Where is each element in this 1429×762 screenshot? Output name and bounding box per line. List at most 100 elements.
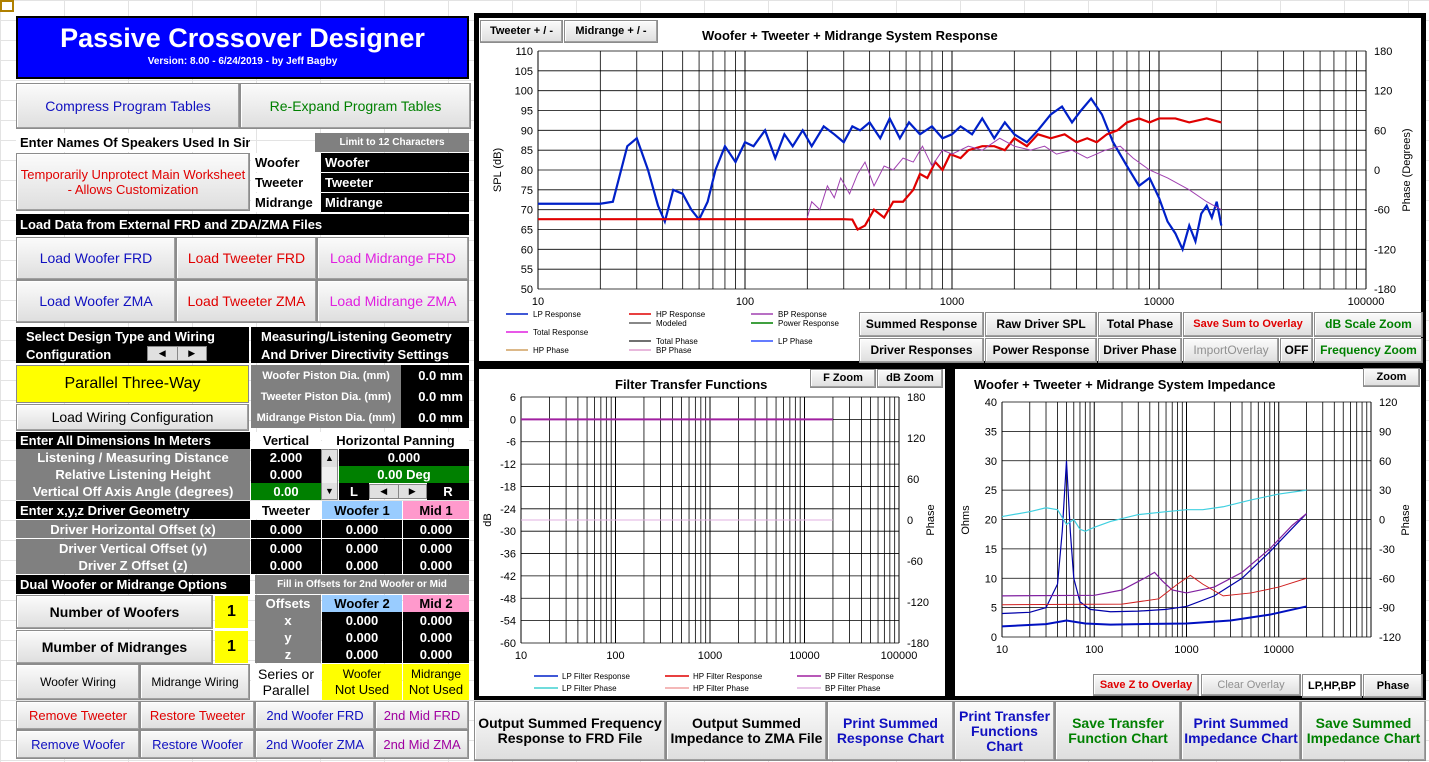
imp-ytick: 40 <box>985 397 997 409</box>
load-tweeter-zma-button[interactable]: Load Tweeter ZMA <box>176 280 317 323</box>
import-overlay-button[interactable]: ImportOverlay <box>1183 338 1279 363</box>
load-wiring-config-button[interactable]: Load Wiring Configuration <box>16 404 249 431</box>
vertical-scroll-spinner[interactable]: ▲ ▼ <box>321 449 338 500</box>
save-sum-overlay-button[interactable]: Save Sum to Overlay <box>1183 312 1313 337</box>
remove-tweeter-button[interactable]: Remove Tweeter <box>16 701 140 730</box>
distance-vertical-input[interactable]: 2.000 <box>251 449 321 466</box>
save-z-overlay-button[interactable]: Save Z to Overlay <box>1093 674 1199 696</box>
mid2-zma-button[interactable]: 2nd Mid ZMA <box>375 730 469 759</box>
main-ytick: 90 <box>521 125 533 137</box>
compress-tables-button[interactable]: Compress Program Tables <box>16 83 240 129</box>
name-input-tweeter[interactable]: Tweeter <box>321 173 469 192</box>
restore-tweeter-button[interactable]: Restore Tweeter <box>140 701 255 730</box>
unprotect-worksheet-button[interactable]: Temporarily Unprotect Main Worksheet - A… <box>16 153 250 211</box>
xyz-z-woofer[interactable]: 0.000 <box>322 557 402 574</box>
tweeter-polarity-tab[interactable]: Tweeter + / - <box>480 20 563 43</box>
woofer2-zma-button[interactable]: 2nd Woofer ZMA <box>255 730 375 759</box>
power-response-button[interactable]: Power Response <box>985 338 1097 363</box>
print-transfer-button[interactable]: Print Transfer Functions Chart <box>954 701 1055 761</box>
main-y2tick: 180 <box>1374 46 1392 58</box>
xyz-x-woofer[interactable]: 0.000 <box>322 520 402 538</box>
angle-input[interactable]: 0.00 <box>251 483 321 500</box>
design-spinner[interactable]: ◀ ▶ <box>147 346 207 361</box>
xyz-z-mid[interactable]: 0.000 <box>403 557 469 574</box>
offset-y-mid2[interactable]: 0.000 <box>403 629 469 646</box>
xyz-y-woofer[interactable]: 0.000 <box>322 539 402 557</box>
load-woofer-frd-button[interactable]: Load Woofer FRD <box>16 237 176 280</box>
print-summed-response-button[interactable]: Print Summed Response Chart <box>827 701 954 761</box>
mid2-header: Mid 2 <box>403 595 469 612</box>
num-woofers-button[interactable]: Number of Woofers <box>16 595 213 629</box>
geometry-title-text: Measuring/Listening Geometry And Driver … <box>261 329 452 362</box>
impedance-grid <box>1001 401 1372 638</box>
load-midrange-zma-button[interactable]: Load Midrange ZMA <box>317 280 469 323</box>
midrange-wiring-button[interactable]: Midrange Wiring <box>140 664 250 700</box>
offset-z-woofer2[interactable]: 0.000 <box>322 646 402 663</box>
output-frd-button[interactable]: Output Summed Frequency Response to FRD … <box>474 701 666 761</box>
xyz-x-tweeter[interactable]: 0.000 <box>251 520 321 538</box>
woofer2-frd-button[interactable]: 2nd Woofer FRD <box>255 701 375 730</box>
frequency-zoom-button[interactable]: Frequency Zoom <box>1314 338 1423 363</box>
clear-overlay-button[interactable]: Clear Overlay <box>1201 674 1301 696</box>
spinner-right-icon[interactable]: ▶ <box>188 348 196 358</box>
output-zma-button[interactable]: Output Summed Impedance to ZMA File <box>666 701 827 761</box>
reexpand-tables-button[interactable]: Re-Expand Program Tables <box>240 83 471 129</box>
save-impedance-button[interactable]: Save Summed Impedance Chart <box>1301 701 1426 761</box>
scroll-track[interactable] <box>322 467 337 483</box>
filter-ytick: -24 <box>500 504 516 516</box>
scroll-up-icon[interactable]: ▲ <box>325 453 334 463</box>
geometry-midrange-value[interactable]: 0.0 mm <box>401 407 469 428</box>
pan-spinner[interactable]: ◀ ▶ <box>369 484 427 499</box>
driver-phase-button[interactable]: Driver Phase <box>1098 338 1182 363</box>
name-input-midrange[interactable]: Midrange <box>321 193 469 212</box>
pan-left-icon[interactable]: ◀ <box>370 485 399 498</box>
filter-f-zoom-button[interactable]: F Zoom <box>810 369 876 388</box>
impedance-zoom-button[interactable]: Zoom <box>1363 368 1420 387</box>
main-xtick: 1000 <box>940 296 964 308</box>
name-input-woofer[interactable]: Woofer <box>321 153 469 172</box>
midrange-polarity-tab[interactable]: Midrange + / - <box>564 20 658 43</box>
print-impedance-button[interactable]: Print Summed Impedance Chart <box>1181 701 1301 761</box>
overlay-off-toggle[interactable]: OFF <box>1280 338 1313 363</box>
main-y2label: Phase (Degrees) <box>1401 128 1413 211</box>
main-ytick: 60 <box>521 244 533 256</box>
geometry-woofer-value[interactable]: 0.0 mm <box>401 365 469 386</box>
offset-z-mid2[interactable]: 0.000 <box>403 646 469 663</box>
xyz-y-tweeter[interactable]: 0.000 <box>251 539 321 557</box>
lp-hp-bp-toggle[interactable]: LP,HP,BP <box>1302 674 1362 698</box>
woofer2-header: Woofer 2 <box>322 595 402 612</box>
driver-responses-button[interactable]: Driver Responses <box>859 338 984 363</box>
offset-y-woofer2[interactable]: 0.000 <box>322 629 402 646</box>
xyz-x-mid[interactable]: 0.000 <box>403 520 469 538</box>
save-transfer-button[interactable]: Save Transfer Function Chart <box>1055 701 1181 761</box>
woofer-wiring-button[interactable]: Woofer Wiring <box>16 664 140 700</box>
spinner-left-icon[interactable]: ◀ <box>148 347 178 360</box>
scroll-down-icon[interactable]: ▼ <box>325 486 334 496</box>
impedance-phase-toggle[interactable]: Phase <box>1363 674 1423 698</box>
geometry-tweeter-value[interactable]: 0.0 mm <box>401 386 469 407</box>
total-phase-button[interactable]: Total Phase <box>1098 312 1182 337</box>
xyz-z-tweeter[interactable]: 0.000 <box>251 557 321 574</box>
db-scale-zoom-button[interactable]: dB Scale Zoom <box>1314 312 1423 337</box>
num-midranges-value[interactable]: 1 <box>215 631 248 663</box>
filter-db-zoom-button[interactable]: dB Zoom <box>877 369 943 388</box>
load-tweeter-frd-button[interactable]: Load Tweeter FRD <box>176 237 317 280</box>
xyz-y-mid[interactable]: 0.000 <box>403 539 469 557</box>
mid2-frd-button[interactable]: 2nd Mid FRD <box>375 701 469 730</box>
height-input[interactable]: 0.000 <box>251 466 321 483</box>
load-woofer-zma-button[interactable]: Load Woofer ZMA <box>16 280 176 323</box>
num-midranges-button[interactable]: Mumber of Midranges <box>16 630 213 664</box>
offset-x-woofer2[interactable]: 0.000 <box>322 612 402 629</box>
restore-woofer-button[interactable]: Restore Woofer <box>140 730 255 759</box>
remove-woofer-button[interactable]: Remove Woofer <box>16 730 140 759</box>
summed-response-button[interactable]: Summed Response <box>859 312 984 337</box>
imp-ytick: 30 <box>985 456 997 468</box>
main-ytick: 85 <box>521 145 533 157</box>
pan-right-icon[interactable]: ▶ <box>408 486 416 496</box>
num-woofers-value[interactable]: 1 <box>215 596 248 628</box>
offset-x-mid2[interactable]: 0.000 <box>403 612 469 629</box>
raw-driver-spl-button[interactable]: Raw Driver SPL <box>985 312 1097 337</box>
imp-y2tick: 30 <box>1379 485 1391 497</box>
load-midrange-frd-button[interactable]: Load Midrange FRD <box>317 237 469 280</box>
imp-y2label: Phase <box>1400 504 1412 535</box>
